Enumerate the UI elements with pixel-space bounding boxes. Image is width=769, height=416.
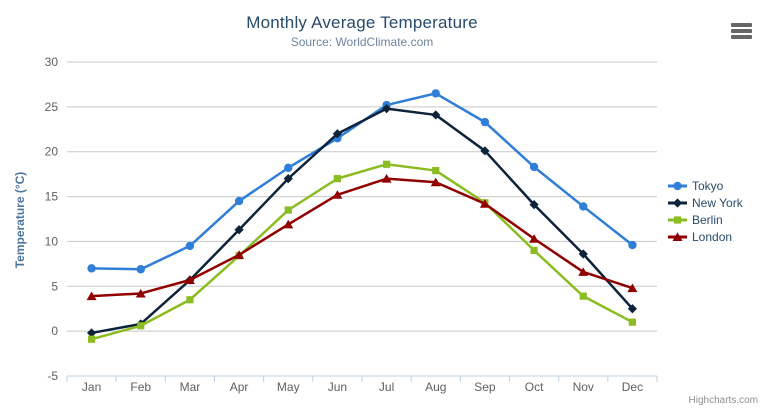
point-new-york-jul[interactable] <box>381 104 392 114</box>
point-berlin-nov[interactable] <box>579 292 587 300</box>
legend-item-london[interactable]: London <box>668 228 743 245</box>
x-axis-label: Sep <box>474 380 496 394</box>
hamburger-bar <box>731 23 752 27</box>
x-axis-label: Mar <box>180 380 201 394</box>
point-london-feb[interactable] <box>135 288 146 298</box>
point-new-york-sep[interactable] <box>480 146 490 156</box>
point-tokyo-feb[interactable] <box>136 265 145 274</box>
point-berlin-mar[interactable] <box>186 296 194 304</box>
credits-link[interactable]: Highcharts.com <box>688 395 758 406</box>
x-axis-label: Jan <box>82 380 101 394</box>
point-new-york-jun[interactable] <box>332 129 343 139</box>
x-axis-label: Feb <box>130 380 151 394</box>
y-axis-label: 5 <box>51 279 58 293</box>
legend-marker-square-icon <box>668 215 687 224</box>
series-line-tokyo[interactable] <box>90 92 634 271</box>
point-london-aug[interactable] <box>430 177 441 187</box>
legend-symbol[interactable] <box>672 231 683 241</box>
point-london-jul[interactable] <box>381 174 392 183</box>
point-new-york-aug[interactable] <box>431 110 441 120</box>
legend: Tokyo New York Berlin London <box>668 177 743 245</box>
point-tokyo-may[interactable] <box>284 163 293 173</box>
legend-marker-diamond-icon <box>668 197 687 208</box>
point-new-york-nov[interactable] <box>578 249 588 259</box>
legend-item-berlin[interactable]: Berlin <box>668 211 743 228</box>
y-axis-label: -5 <box>47 369 58 383</box>
x-axis-label: Jul <box>379 380 394 394</box>
point-tokyo-jan[interactable] <box>87 264 96 273</box>
legend-marker-circle-icon <box>668 181 687 190</box>
point-berlin-dec[interactable] <box>628 318 637 326</box>
y-axis-label: 15 <box>45 190 59 204</box>
point-london-oct[interactable] <box>529 234 540 243</box>
y-axis-label: 30 <box>45 55 59 69</box>
point-tokyo-nov[interactable] <box>579 202 588 211</box>
point-tokyo-sep[interactable] <box>480 117 490 127</box>
legend-item-tokyo[interactable]: Tokyo <box>668 177 743 194</box>
series-line-berlin[interactable] <box>90 163 634 341</box>
point-london-nov[interactable] <box>578 267 589 276</box>
x-axis-label: Oct <box>525 380 544 394</box>
point-london-jun[interactable] <box>332 190 343 199</box>
legend-label: Tokyo <box>692 178 724 193</box>
point-new-york-dec[interactable] <box>627 304 638 314</box>
point-tokyo-dec[interactable] <box>628 240 637 250</box>
x-axis-label: May <box>277 380 300 394</box>
point-berlin-may[interactable] <box>284 206 292 214</box>
point-london-dec[interactable] <box>627 283 638 293</box>
x-axis-label: Dec <box>622 380 643 394</box>
y-axis-label: 10 <box>45 234 59 248</box>
point-london-mar[interactable] <box>184 275 195 285</box>
legend-item-new-york[interactable]: New York <box>668 194 743 211</box>
point-new-york-apr[interactable] <box>234 225 244 235</box>
x-axis-label: Jun <box>328 380 347 394</box>
point-new-york-oct[interactable] <box>529 200 539 210</box>
series-line-new-york[interactable] <box>90 107 634 335</box>
point-berlin-oct[interactable] <box>530 246 538 254</box>
point-tokyo-mar[interactable] <box>185 241 195 251</box>
legend-label: London <box>692 229 733 244</box>
point-london-apr[interactable] <box>234 250 245 259</box>
export-menu-button[interactable] <box>730 21 754 41</box>
point-berlin-feb[interactable] <box>137 322 145 330</box>
legend-label: Berlin <box>692 212 723 227</box>
point-new-york-jan[interactable] <box>86 328 97 338</box>
point-london-may[interactable] <box>283 219 294 229</box>
x-axis-label: Nov <box>573 380 594 394</box>
point-new-york-may[interactable] <box>283 174 293 184</box>
legend-marker-triangle-icon <box>668 231 687 241</box>
point-berlin-jul[interactable] <box>382 160 391 168</box>
hamburger-icon <box>731 23 753 39</box>
legend-symbol[interactable] <box>673 181 682 190</box>
point-london-jan[interactable] <box>86 291 97 301</box>
point-london-sep[interactable] <box>479 199 490 208</box>
point-tokyo-oct[interactable] <box>529 162 539 172</box>
y-axis-label: 0 <box>51 324 58 338</box>
point-berlin-jun[interactable] <box>333 175 342 183</box>
legend-symbol[interactable] <box>673 215 682 224</box>
series-line-london[interactable] <box>90 177 634 298</box>
x-axis-label: Apr <box>230 380 249 394</box>
y-axis-label: 20 <box>45 145 59 159</box>
hamburger-bar <box>731 29 752 33</box>
point-tokyo-apr[interactable] <box>234 196 244 206</box>
y-axis-label: 25 <box>45 100 59 114</box>
legend-symbol[interactable] <box>672 197 683 208</box>
point-tokyo-aug[interactable] <box>431 89 440 98</box>
hamburger-bar <box>731 35 752 39</box>
point-berlin-jan[interactable] <box>87 335 96 343</box>
point-berlin-aug[interactable] <box>432 166 440 175</box>
chart-subtitle: Source: WorldClimate.com <box>290 35 434 49</box>
x-axis-label: Aug <box>425 380 446 394</box>
legend-label: New York <box>692 195 743 210</box>
chart-title: Monthly Average Temperature <box>246 13 478 32</box>
